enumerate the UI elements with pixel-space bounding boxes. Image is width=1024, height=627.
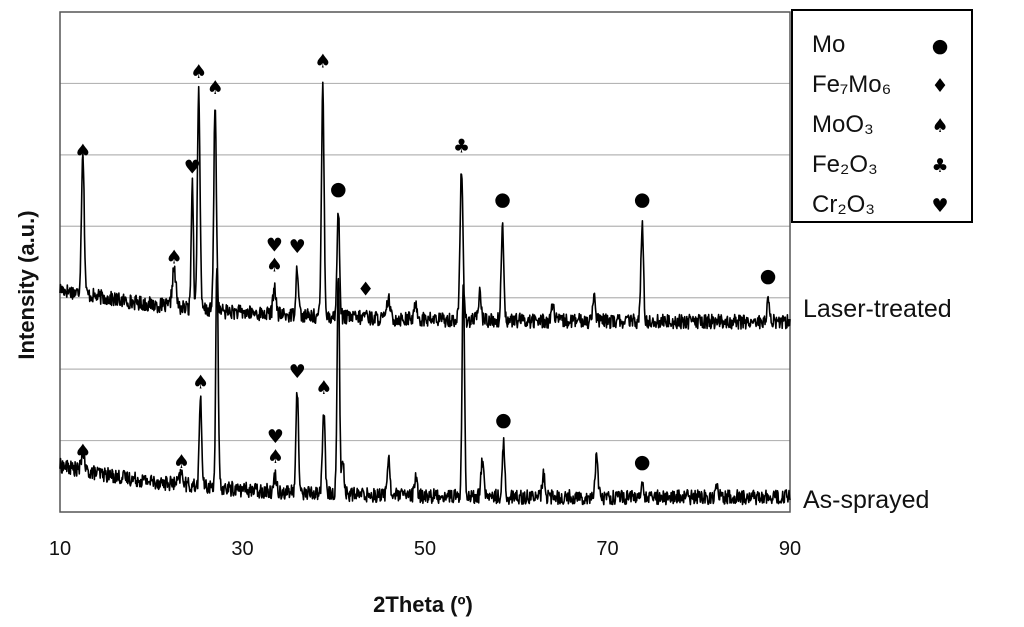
- phase-markers: ♠♠♥♠♠♠♥ ♥♠●♦♣● ●●♠ ♠♠♠♥♥♠●●: [74, 51, 776, 474]
- legend-box: [791, 9, 973, 223]
- diamond-legend-icon: ♦: [931, 75, 948, 97]
- trace-label-laser-treated: Laser-treated: [803, 295, 952, 323]
- legend-label: Fe₂O₃: [812, 151, 878, 178]
- traces: [59, 81, 791, 506]
- spade-legend-icon: ♠: [931, 115, 948, 137]
- spade-marker-icon: ♠: [173, 451, 190, 473]
- trace-label-as-sprayed: As-sprayed: [803, 486, 929, 514]
- x-tick-label: 10: [49, 538, 71, 560]
- trace-as-sprayed: [59, 267, 791, 506]
- gridlines: [60, 82, 790, 442]
- circle-marker-icon: ●: [634, 188, 651, 210]
- circle-marker-icon: ●: [330, 178, 347, 200]
- club-legend-icon: ♣: [931, 155, 948, 177]
- trace-laser-treated: [59, 81, 791, 330]
- x-tick-label: 70: [596, 538, 618, 560]
- x-axis-title: 2Theta (º): [373, 592, 473, 617]
- circle-marker-icon: ●: [494, 188, 511, 210]
- legend-label: Cr₂O₃: [812, 191, 875, 218]
- x-tick-label: 50: [414, 538, 436, 560]
- heart-marker-icon: ♥: [184, 157, 201, 179]
- club-marker-icon: ♣: [453, 135, 470, 157]
- diamond-marker-icon: ♦: [357, 278, 374, 300]
- spade-marker-icon: ♠: [267, 446, 284, 468]
- spade-marker-icon: ♠: [266, 255, 283, 277]
- spade-marker-icon: ♠: [314, 51, 331, 73]
- heart-marker-icon: ♥: [289, 361, 306, 383]
- heart-marker-icon: ♥: [289, 236, 306, 258]
- heart-legend-icon: ♥: [931, 195, 948, 217]
- circle-legend-icon: ●: [932, 35, 949, 57]
- spade-marker-icon: ♠: [192, 372, 209, 394]
- legend-label: Mo: [812, 31, 845, 58]
- circle-marker-icon: ●: [495, 409, 512, 431]
- spade-marker-icon: ♠: [74, 141, 91, 163]
- heart-marker-icon: ♥: [267, 426, 284, 448]
- circle-marker-icon: ●: [760, 265, 777, 287]
- x-tick-label: 30: [231, 538, 253, 560]
- heart-marker-icon: ♥: [266, 235, 283, 257]
- x-axis-ticks: 10 30 50 70 90: [49, 538, 801, 560]
- spade-marker-icon: ♠: [74, 441, 91, 463]
- plot-frame: [59, 11, 791, 513]
- spade-marker-icon: ♠: [166, 247, 183, 269]
- spade-marker-icon: ♠: [207, 77, 224, 99]
- spade-marker-icon: ♠: [315, 377, 332, 399]
- y-axis-title: Intensity (a.u.): [14, 210, 39, 359]
- legend-label: MoO₃: [812, 111, 874, 138]
- legend-label: Fe₇Mo₆: [812, 71, 891, 98]
- x-tick-label: 90: [779, 538, 801, 560]
- legend: Mo ● Fe₇Mo₆ ♦ MoO₃ ♠ Fe₂O₃ ♣ Cr₂O₃ ♥: [791, 9, 973, 223]
- circle-marker-icon: ●: [634, 451, 651, 473]
- spade-marker-icon: ♠: [190, 61, 207, 83]
